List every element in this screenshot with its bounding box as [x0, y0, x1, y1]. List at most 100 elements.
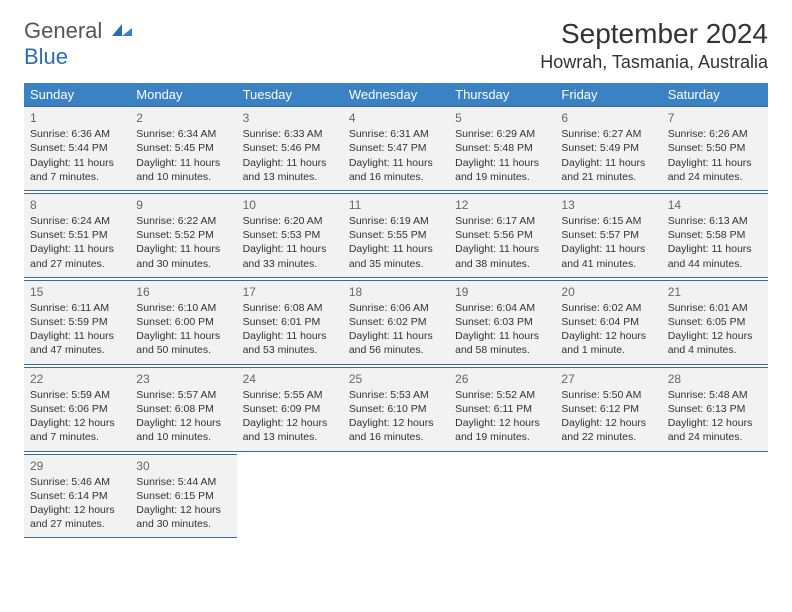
daylight-line: Daylight: 11 hours and 47 minutes. — [30, 329, 124, 357]
calendar-day-empty — [343, 454, 449, 538]
daylight-line: Daylight: 12 hours and 4 minutes. — [668, 329, 762, 357]
calendar-day: 16Sunrise: 6:10 AMSunset: 6:00 PMDayligh… — [130, 280, 236, 364]
day-number: 7 — [668, 110, 762, 126]
calendar-day: 2Sunrise: 6:34 AMSunset: 5:45 PMDaylight… — [130, 107, 236, 191]
day-number: 5 — [455, 110, 549, 126]
sunrise-line: Sunrise: 6:20 AM — [243, 214, 337, 228]
sunrise-line: Sunrise: 6:08 AM — [243, 301, 337, 315]
calendar-day: 3Sunrise: 6:33 AMSunset: 5:46 PMDaylight… — [237, 107, 343, 191]
day-number: 13 — [561, 197, 655, 213]
day-number: 20 — [561, 284, 655, 300]
sunset-line: Sunset: 5:55 PM — [349, 228, 443, 242]
calendar-day: 9Sunrise: 6:22 AMSunset: 5:52 PMDaylight… — [130, 193, 236, 277]
calendar-day: 8Sunrise: 6:24 AMSunset: 5:51 PMDaylight… — [24, 193, 130, 277]
title-block: September 2024 Howrah, Tasmania, Austral… — [540, 18, 768, 73]
calendar-day: 25Sunrise: 5:53 AMSunset: 6:10 PMDayligh… — [343, 367, 449, 451]
sunset-line: Sunset: 5:48 PM — [455, 141, 549, 155]
calendar-header-row: SundayMondayTuesdayWednesdayThursdayFrid… — [24, 83, 768, 107]
sunrise-line: Sunrise: 6:34 AM — [136, 127, 230, 141]
sunrise-line: Sunrise: 6:33 AM — [243, 127, 337, 141]
calendar-day: 18Sunrise: 6:06 AMSunset: 6:02 PMDayligh… — [343, 280, 449, 364]
daylight-line: Daylight: 12 hours and 10 minutes. — [136, 416, 230, 444]
day-number: 24 — [243, 371, 337, 387]
day-number: 19 — [455, 284, 549, 300]
day-number: 1 — [30, 110, 124, 126]
sunset-line: Sunset: 6:10 PM — [349, 402, 443, 416]
day-number: 2 — [136, 110, 230, 126]
daylight-line: Daylight: 12 hours and 7 minutes. — [30, 416, 124, 444]
day-number: 4 — [349, 110, 443, 126]
sunset-line: Sunset: 5:44 PM — [30, 141, 124, 155]
sunrise-line: Sunrise: 6:02 AM — [561, 301, 655, 315]
day-header: Wednesday — [343, 83, 449, 107]
sunset-line: Sunset: 6:14 PM — [30, 489, 124, 503]
day-header: Thursday — [449, 83, 555, 107]
calendar-day: 12Sunrise: 6:17 AMSunset: 5:56 PMDayligh… — [449, 193, 555, 277]
calendar-day: 5Sunrise: 6:29 AMSunset: 5:48 PMDaylight… — [449, 107, 555, 191]
calendar-day-empty — [449, 454, 555, 538]
day-number: 14 — [668, 197, 762, 213]
day-number: 16 — [136, 284, 230, 300]
logo-text: General Blue — [24, 18, 134, 70]
daylight-line: Daylight: 11 hours and 50 minutes. — [136, 329, 230, 357]
daylight-line: Daylight: 11 hours and 33 minutes. — [243, 242, 337, 270]
sunset-line: Sunset: 6:09 PM — [243, 402, 337, 416]
daylight-line: Daylight: 12 hours and 27 minutes. — [30, 503, 124, 531]
sunset-line: Sunset: 6:05 PM — [668, 315, 762, 329]
sunset-line: Sunset: 5:52 PM — [136, 228, 230, 242]
daylight-line: Daylight: 12 hours and 16 minutes. — [349, 416, 443, 444]
sunrise-line: Sunrise: 5:59 AM — [30, 388, 124, 402]
calendar-day: 24Sunrise: 5:55 AMSunset: 6:09 PMDayligh… — [237, 367, 343, 451]
logo-word2: Blue — [24, 44, 68, 69]
sunrise-line: Sunrise: 6:26 AM — [668, 127, 762, 141]
day-header: Monday — [130, 83, 236, 107]
day-number: 29 — [30, 458, 124, 474]
calendar-day: 11Sunrise: 6:19 AMSunset: 5:55 PMDayligh… — [343, 193, 449, 277]
daylight-line: Daylight: 11 hours and 56 minutes. — [349, 329, 443, 357]
daylight-line: Daylight: 12 hours and 1 minute. — [561, 329, 655, 357]
calendar-day: 1Sunrise: 6:36 AMSunset: 5:44 PMDaylight… — [24, 107, 130, 191]
day-number: 6 — [561, 110, 655, 126]
sunset-line: Sunset: 5:51 PM — [30, 228, 124, 242]
sunset-line: Sunset: 6:00 PM — [136, 315, 230, 329]
day-header: Friday — [555, 83, 661, 107]
sunrise-line: Sunrise: 5:55 AM — [243, 388, 337, 402]
day-number: 22 — [30, 371, 124, 387]
sunset-line: Sunset: 6:08 PM — [136, 402, 230, 416]
daylight-line: Daylight: 12 hours and 13 minutes. — [243, 416, 337, 444]
sunrise-line: Sunrise: 6:24 AM — [30, 214, 124, 228]
calendar-day: 28Sunrise: 5:48 AMSunset: 6:13 PMDayligh… — [662, 367, 768, 451]
calendar-day: 15Sunrise: 6:11 AMSunset: 5:59 PMDayligh… — [24, 280, 130, 364]
calendar-week: 22Sunrise: 5:59 AMSunset: 6:06 PMDayligh… — [24, 367, 768, 451]
sunset-line: Sunset: 5:47 PM — [349, 141, 443, 155]
calendar-day: 20Sunrise: 6:02 AMSunset: 6:04 PMDayligh… — [555, 280, 661, 364]
day-number: 26 — [455, 371, 549, 387]
sunrise-line: Sunrise: 6:22 AM — [136, 214, 230, 228]
day-number: 27 — [561, 371, 655, 387]
sunset-line: Sunset: 6:12 PM — [561, 402, 655, 416]
calendar-day: 19Sunrise: 6:04 AMSunset: 6:03 PMDayligh… — [449, 280, 555, 364]
daylight-line: Daylight: 12 hours and 22 minutes. — [561, 416, 655, 444]
sunset-line: Sunset: 6:15 PM — [136, 489, 230, 503]
sunrise-line: Sunrise: 5:57 AM — [136, 388, 230, 402]
sunrise-line: Sunrise: 5:48 AM — [668, 388, 762, 402]
calendar-day: 23Sunrise: 5:57 AMSunset: 6:08 PMDayligh… — [130, 367, 236, 451]
calendar-day: 27Sunrise: 5:50 AMSunset: 6:12 PMDayligh… — [555, 367, 661, 451]
calendar-day-empty — [662, 454, 768, 538]
daylight-line: Daylight: 11 hours and 27 minutes. — [30, 242, 124, 270]
sunrise-line: Sunrise: 6:31 AM — [349, 127, 443, 141]
day-number: 3 — [243, 110, 337, 126]
day-header: Saturday — [662, 83, 768, 107]
daylight-line: Daylight: 11 hours and 53 minutes. — [243, 329, 337, 357]
day-number: 12 — [455, 197, 549, 213]
day-number: 17 — [243, 284, 337, 300]
sunset-line: Sunset: 6:04 PM — [561, 315, 655, 329]
calendar-day: 22Sunrise: 5:59 AMSunset: 6:06 PMDayligh… — [24, 367, 130, 451]
calendar-table: SundayMondayTuesdayWednesdayThursdayFrid… — [24, 83, 768, 538]
day-number: 8 — [30, 197, 124, 213]
day-number: 11 — [349, 197, 443, 213]
calendar-day-empty — [237, 454, 343, 538]
sunrise-line: Sunrise: 5:50 AM — [561, 388, 655, 402]
sunset-line: Sunset: 5:59 PM — [30, 315, 124, 329]
sunrise-line: Sunrise: 5:52 AM — [455, 388, 549, 402]
